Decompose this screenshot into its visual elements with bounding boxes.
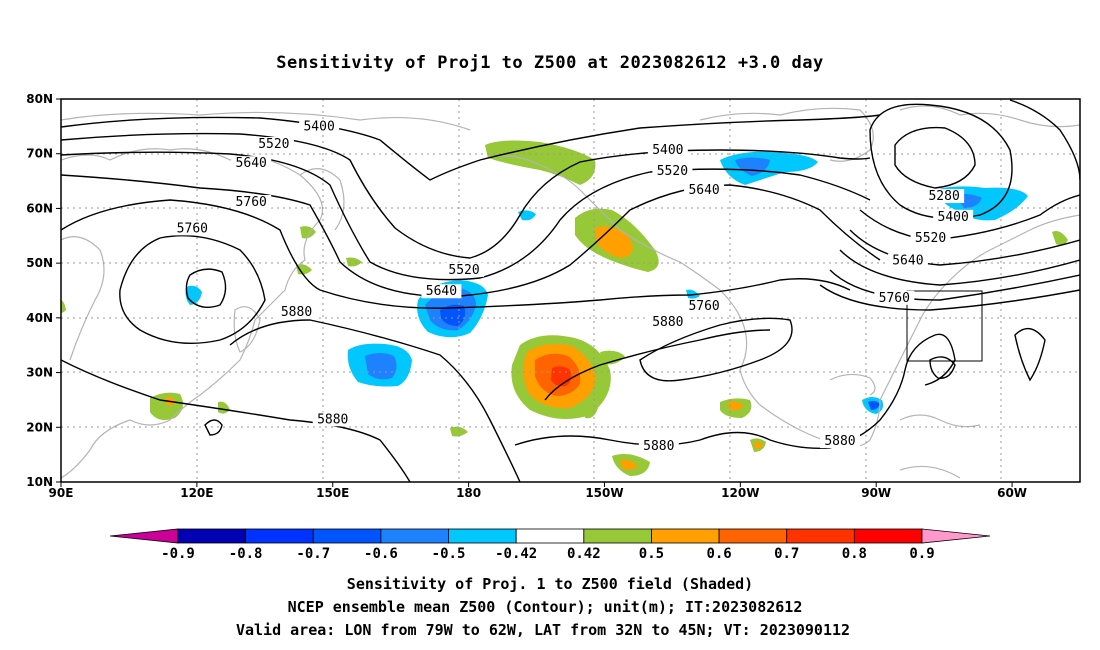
contour-label: 5640 (236, 156, 267, 171)
contour-label: 5640 (688, 183, 719, 198)
contour-label: 5880 (317, 412, 348, 427)
contour-label-bg (647, 143, 688, 158)
colorbar-segment (515, 528, 585, 544)
colorbar-level-label: -0.8 (229, 546, 263, 562)
colorbar-level-label: 0.5 (639, 546, 664, 562)
caption-line-3: Valid area: LON from 79W to 62W, LAT fro… (236, 621, 850, 639)
contour-label: 5760 (879, 291, 910, 306)
colorbar-segment (380, 528, 449, 544)
contour-label: 5520 (915, 231, 946, 246)
colorbar-segment (786, 528, 855, 544)
colorbar-level-label: -0.5 (432, 546, 466, 562)
colorbar-segment (448, 528, 517, 544)
contour-label-bg (638, 439, 679, 454)
contour-label: 5760 (236, 195, 267, 210)
lon-tick-label: 120W (721, 486, 759, 500)
contour-label: 5880 (652, 315, 683, 330)
lat-tick-label: 10N (26, 475, 53, 489)
contour-label: 5520 (448, 263, 479, 278)
contour-label: 5400 (938, 210, 969, 225)
chart-title: Sensitivity of Proj1 to Z500 at 20230826… (276, 53, 823, 73)
colorbar: -0.9 -0.8 -0.7 -0.6 -0.5 -0.42 0.42 0.5 0.6 0.7 0.… (109, 528, 991, 562)
colorbar-segment (583, 528, 652, 544)
valid-area-box (906, 290, 983, 362)
contour-label: 5640 (426, 284, 457, 299)
contour-label-bg (684, 183, 725, 198)
lon-tick-label: 150E (316, 486, 349, 500)
colorbar-segment (177, 528, 247, 544)
contour-label: 5880 (824, 434, 855, 449)
colorbar-level-label: -0.9 (161, 546, 195, 562)
contour-label: 5520 (258, 137, 289, 152)
latitude-axis: 80N 70N 60N 50N 40N 30N 20N 10N (26, 92, 61, 489)
contour-label-bg (421, 284, 462, 299)
colorbar-low-extension (109, 528, 179, 544)
contour-label-bg (647, 314, 688, 329)
colorbar-level-label: 0.6 (706, 546, 731, 562)
map-frame (60, 98, 1081, 483)
contour-labels: 5400552056405760576058805880552056405400… (172, 119, 974, 454)
colorbar-high-extension (921, 528, 991, 544)
contour-label-bg (299, 119, 340, 134)
colorbar-level-label: -0.42 (495, 546, 537, 562)
contour-label-bg (910, 231, 951, 246)
caption-line-1: Sensitivity of Proj. 1 to Z500 field (Sh… (347, 575, 753, 593)
contour-label: 5400 (303, 120, 334, 135)
lat-tick-label: 50N (26, 256, 53, 270)
colorbar-segment (245, 528, 314, 544)
contour-label-bg (924, 189, 965, 204)
contour-label: 5760 (177, 221, 208, 236)
contour-label-bg (652, 163, 693, 178)
contour-label-bg (933, 209, 974, 224)
lon-tick-label: 120E (180, 486, 213, 500)
lat-tick-label: 30N (26, 366, 53, 380)
longitude-axis: 90E 120E 150E 180 150W 120W 90W 60W (49, 482, 1027, 500)
contour-label: 5880 (643, 439, 674, 454)
colorbar-level-label: 0.7 (774, 546, 799, 562)
contour-label-bg (874, 290, 915, 305)
contour-label-bg (172, 221, 213, 236)
caption-line-2: NCEP ensemble mean Z500 (Contour); unit(… (288, 598, 803, 616)
contour-label-bg (253, 137, 294, 152)
z500-contours (61, 99, 1080, 482)
lon-tick-label: 90W (861, 486, 891, 500)
contour-label-bg (231, 156, 272, 171)
lat-tick-label: 40N (26, 311, 53, 325)
colorbar-segment (853, 528, 923, 544)
contour-label-bg (276, 305, 317, 320)
colorbar-level-label: -0.7 (296, 546, 330, 562)
lon-tick-label: 90E (49, 486, 74, 500)
contour-label-bg (887, 253, 928, 268)
lon-tick-label: 180 (456, 486, 481, 500)
colorbar-segment (312, 528, 382, 544)
contour-label-bg (684, 299, 725, 314)
colorbar-level-label: 0.9 (909, 546, 934, 562)
contour-label: 5880 (281, 305, 312, 320)
lat-tick-label: 60N (26, 201, 53, 215)
contour-label-bg (444, 262, 485, 277)
contour-label-bg (231, 195, 272, 210)
map-plot-area: 80N 70N 60N 50N 40N 30N 20N 10N 90E 120E 150E 180 1… (26, 92, 1081, 500)
lat-tick-label: 20N (26, 420, 53, 434)
colorbar-level-label: -0.6 (364, 546, 398, 562)
colorbar-segment (651, 528, 720, 544)
lon-tick-label: 60W (997, 486, 1027, 500)
lon-tick-label: 150W (585, 486, 623, 500)
contour-label: 5280 (928, 189, 959, 204)
lat-tick-label: 80N (26, 92, 53, 106)
coastlines (61, 105, 1080, 479)
colorbar-segment (718, 528, 788, 544)
colorbar-level-label: 0.8 (842, 546, 867, 562)
colorbar-level-label: 0.42 (567, 546, 601, 562)
contour-label: 5400 (652, 143, 683, 158)
contour-label: 5760 (688, 299, 719, 314)
lat-tick-label: 70N (26, 147, 53, 161)
contour-label-bg (819, 434, 860, 449)
contour-label: 5640 (892, 254, 923, 269)
contour-label: 5520 (657, 164, 688, 179)
contour-label-bg (312, 412, 353, 427)
